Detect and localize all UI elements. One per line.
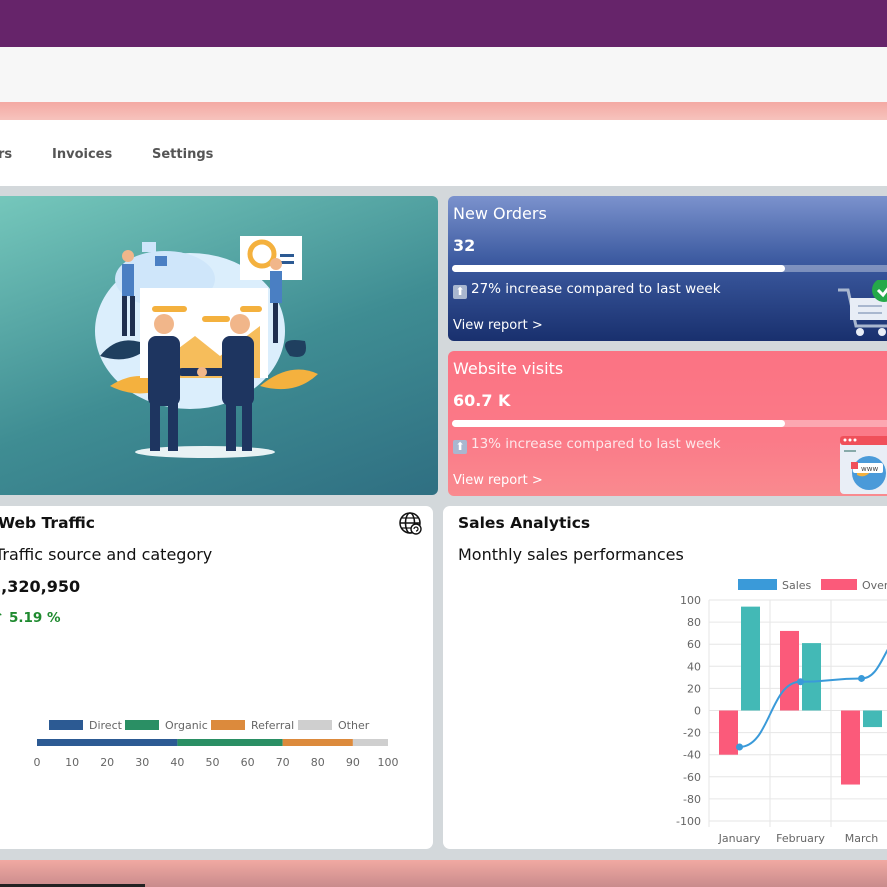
- bar-segment-direct: [37, 739, 178, 746]
- browser-www-icon: www: [840, 436, 887, 494]
- x-tick-label: 20: [100, 756, 114, 769]
- new-orders-view-report-link[interactable]: View report >: [453, 318, 543, 333]
- bar-over: [719, 710, 738, 755]
- arrow-up-icon: ↑: [0, 610, 4, 626]
- bottom-line: [0, 884, 145, 887]
- y-tick-label: 0: [694, 705, 701, 718]
- web-traffic-title: Web Traffic: [0, 514, 95, 532]
- web-traffic-subtitle: Traffic source and category: [0, 545, 213, 564]
- bar-teal: [802, 643, 821, 711]
- x-tick-label: 10: [65, 756, 79, 769]
- new-orders-title: New Orders: [453, 204, 547, 223]
- x-tick-label: 70: [276, 756, 290, 769]
- web-traffic-total: 1,320,950: [0, 577, 81, 596]
- new-orders-progress: [452, 265, 887, 272]
- x-tick-label: 0: [34, 756, 41, 769]
- x-tick-label: 60: [241, 756, 255, 769]
- nav-item-partial[interactable]: rs: [0, 147, 13, 162]
- nav-bar: rs Invoices Settings: [0, 120, 887, 186]
- legend-label-sales: Sales: [782, 579, 812, 592]
- legend-label-over: Over: [862, 579, 887, 592]
- website-visits-title: Website visits: [453, 359, 564, 378]
- x-tick-label: 100: [378, 756, 399, 769]
- legend-swatch-other: [298, 720, 332, 730]
- accent-strip: [0, 102, 887, 120]
- y-tick-label: 80: [687, 616, 701, 629]
- legend-swatch-sales: [738, 579, 777, 590]
- traffic-source-chart: Direct Organic Referral Other 0 10 20 30 40 50 60 7…: [34, 719, 399, 769]
- new-orders-card: New Orders 32 ⬆ 27% increase compared to …: [448, 196, 887, 341]
- y-tick-label: -40: [683, 749, 701, 762]
- line-point-sales: [858, 674, 865, 682]
- nav-item-invoices[interactable]: Invoices: [52, 147, 113, 162]
- y-tick-label: -80: [683, 793, 701, 806]
- app-top-bar: [0, 0, 887, 47]
- web-traffic-panel: Web Traffic Traffic source and category …: [0, 506, 433, 849]
- line-sales: [739, 648, 887, 748]
- hero-illustration: [0, 196, 438, 495]
- x-tick-label: 30: [135, 756, 149, 769]
- globe-icon[interactable]: [398, 511, 422, 535]
- line-point-sales: [797, 678, 804, 686]
- y-tick-label: -20: [683, 727, 701, 740]
- y-tick-label: 40: [687, 660, 701, 673]
- y-tick-label: 20: [687, 682, 701, 695]
- x-tick-label: March: [845, 832, 879, 845]
- bar-over: [841, 710, 860, 785]
- x-tick-label: 40: [170, 756, 184, 769]
- y-tick-label: 60: [687, 638, 701, 651]
- bar-segment-other: [352, 739, 388, 746]
- bar-teal: [863, 710, 882, 728]
- website-visits-view-report-link[interactable]: View report >: [453, 473, 543, 488]
- website-visits-progress: [452, 420, 887, 427]
- bar-segment-organic: [177, 739, 283, 746]
- app-sub-bar: [0, 47, 887, 102]
- bottom-accent-strip: [0, 860, 887, 887]
- bar-over: [780, 630, 799, 711]
- handshake-illustration: [95, 236, 318, 458]
- legend-swatch-direct: [49, 720, 83, 730]
- sales-analytics-title: Sales Analytics: [458, 514, 591, 532]
- arrow-up-icon: ⬆: [453, 285, 467, 299]
- shopping-cart-icon: [838, 280, 887, 336]
- arrow-up-icon: ⬆: [453, 440, 467, 454]
- x-tick-label: February: [776, 832, 825, 845]
- sales-chart: Sales Over 100 80 60 40 20 0 -20 -40 -60 -80 -100 Jan…: [676, 579, 887, 845]
- line-point-sales: [736, 743, 743, 751]
- legend-label-other: Other: [338, 719, 370, 732]
- new-orders-note: ⬆ 27% increase compared to last week: [453, 281, 721, 299]
- svg-text:www: www: [861, 465, 878, 473]
- x-tick-label: 80: [311, 756, 325, 769]
- bar-segment-referral: [282, 739, 353, 746]
- legend-swatch-organic: [125, 720, 159, 730]
- website-visits-note: ⬆ 13% increase compared to last week: [453, 436, 721, 454]
- legend-swatch-referral: [211, 720, 245, 730]
- y-tick-label: -100: [676, 815, 701, 828]
- sales-analytics-panel: Sales Analytics Monthly sales performanc…: [443, 506, 887, 849]
- nav-item-settings[interactable]: Settings: [152, 147, 214, 162]
- website-visits-card: Website visits 60.7 K ⬆ 13% increase comp…: [448, 351, 887, 496]
- y-tick-label: 100: [680, 594, 701, 607]
- x-tick-label: January: [718, 832, 761, 845]
- web-traffic-change: ↑ 5.19 %: [0, 610, 61, 626]
- website-visits-value: 60.7 K: [453, 391, 511, 410]
- y-tick-label: -60: [683, 771, 701, 784]
- new-orders-value: 32: [453, 236, 476, 255]
- x-tick-label: 50: [206, 756, 220, 769]
- legend-label-referral: Referral: [251, 719, 294, 732]
- bar-teal: [741, 606, 760, 711]
- legend-label-organic: Organic: [165, 719, 208, 732]
- legend-label-direct: Direct: [89, 719, 123, 732]
- x-tick-label: 90: [346, 756, 360, 769]
- sales-analytics-subtitle: Monthly sales performances: [458, 545, 684, 564]
- legend-swatch-over: [821, 579, 857, 590]
